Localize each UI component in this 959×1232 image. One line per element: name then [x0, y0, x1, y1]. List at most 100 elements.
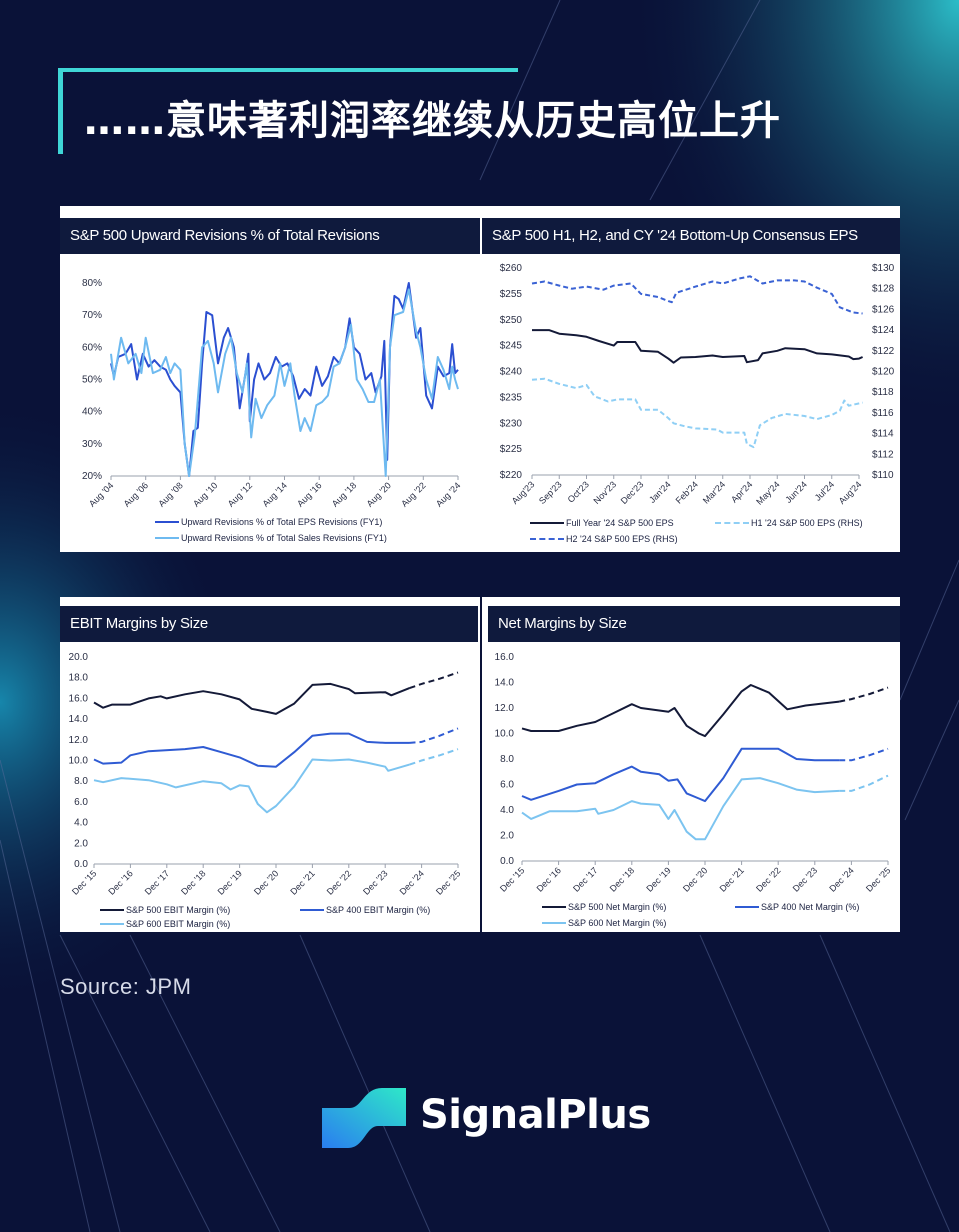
legend-item: S&P 500 EBIT Margin (%): [100, 905, 230, 915]
title-accent-bar: [58, 68, 63, 154]
chart-title: EBIT Margins by Size: [60, 606, 478, 642]
x-tick-label: Dec '23: [791, 865, 819, 893]
y-tick-label: 6.0: [74, 797, 88, 808]
x-tick-label: Dec '24: [398, 868, 426, 896]
x-tick-label: Jun'24: [783, 479, 809, 505]
y-right-tick-label: $124: [872, 325, 895, 336]
x-tick-label: Aug '24: [434, 480, 462, 508]
title-accent-line: [58, 68, 518, 72]
x-tick-label: Dec '19: [216, 868, 244, 896]
legend-swatch: [715, 522, 749, 524]
x-tick-label: Aug '20: [365, 480, 393, 508]
series-line-2: [93, 758, 410, 814]
series-line-0: [532, 329, 864, 364]
legend-label: H2 '24 S&P 500 EPS (RHS): [566, 534, 678, 544]
series-forecast-line-0: [409, 671, 459, 690]
series-forecast-line-1: [409, 727, 459, 744]
legend-swatch: [530, 522, 564, 524]
series-line-1: [110, 288, 459, 477]
y-tick-label: 20.0: [69, 652, 89, 663]
legend-item: H1 '24 S&P 500 EPS (RHS): [715, 518, 863, 528]
y-tick-label: 4.0: [500, 805, 514, 816]
y-right-tick-label: $128: [872, 284, 895, 295]
y-tick-label: $245: [500, 341, 523, 352]
x-tick-label: Aug '22: [399, 480, 427, 508]
y-tick-label: $240: [500, 367, 523, 378]
x-tick-label: Aug '06: [122, 480, 150, 508]
y-tick-label: 40%: [82, 407, 102, 418]
series-forecast-line-1: [839, 747, 889, 762]
x-tick-label: Aug'23: [510, 479, 537, 506]
x-tick-label: Aug'24: [837, 479, 864, 506]
x-tick-label: Aug '10: [191, 480, 219, 508]
y-tick-label: 16.0: [69, 693, 89, 704]
legend-swatch: [100, 909, 124, 911]
chart-panel-ebit-margins: 0.0 2.0 4.0 6.0 8.0 10.0 12.0 14.0 16.0 18.0 20.0 D…: [60, 597, 480, 932]
y-tick-label: $230: [500, 418, 523, 429]
y-right-tick-label: $114: [872, 429, 894, 440]
legend-item: H2 '24 S&P 500 EPS (RHS): [530, 534, 678, 544]
chart-upward-revisions: 20%30%40%50%60%70%80%Aug '04 Aug '06 Aug '…: [82, 278, 462, 509]
x-tick-label: Dec '17: [143, 868, 171, 896]
series-forecast-line-2: [409, 748, 459, 766]
series-line-2: [531, 275, 863, 315]
x-tick-label: Dec '15: [498, 865, 526, 893]
y-tick-label: 30%: [82, 439, 102, 450]
y-right-tick-label: $130: [872, 263, 895, 274]
chart-ebit-margins: 0.0 2.0 4.0 6.0 8.0 10.0 12.0 14.0 16.0 18.0 20.0 D…: [69, 652, 463, 897]
signalplus-logo-icon: [322, 1088, 406, 1148]
legend-label: S&P 400 EBIT Margin (%): [326, 905, 431, 915]
x-tick-label: May'24: [754, 479, 781, 506]
x-tick-label: Dec '24: [827, 865, 855, 893]
y-tick-label: 12.0: [495, 703, 515, 714]
legend-label: S&P 500 EBIT Margin (%): [126, 905, 231, 915]
series-line-0: [93, 682, 410, 715]
chart-title: S&P 500 Upward Revisions % of Total Revi…: [60, 218, 480, 254]
series-line-0: [521, 684, 840, 738]
x-tick-label: Dec '16: [535, 865, 563, 893]
series-line-0: [110, 282, 459, 477]
chart-panel-consensus-eps: $220 $225 $230 $235 $240 $245 $250 $255 $260 $110…: [480, 206, 900, 552]
y-tick-label: 2.0: [74, 838, 88, 849]
y-tick-label: $220: [500, 470, 523, 481]
source-note: Source: JPM: [60, 974, 192, 999]
legend-label: Upward Revisions % of Total EPS Revision…: [181, 517, 383, 527]
y-right-tick-label: $110: [872, 470, 894, 481]
legend-label: S&P 400 Net Margin (%): [761, 902, 860, 912]
y-tick-label: 70%: [82, 310, 102, 321]
x-tick-label: Sep'23: [537, 479, 564, 506]
series-forecast-line-0: [838, 686, 889, 703]
x-tick-label: Aug '14: [260, 480, 288, 508]
chart-title: Net Margins by Size: [488, 606, 900, 642]
y-tick-label: 10.0: [495, 729, 515, 740]
legend-label: H1 '24 S&P 500 EPS (RHS): [751, 518, 863, 528]
y-tick-label: 60%: [82, 342, 102, 353]
legend-item: S&P 400 Net Margin (%): [735, 902, 859, 912]
y-right-tick-label: $116: [872, 408, 894, 419]
legend-swatch: [155, 537, 179, 539]
x-tick-label: Apr'24: [729, 479, 754, 504]
legend-item: S&P 400 EBIT Margin (%): [300, 905, 430, 915]
y-tick-label: 0.0: [74, 859, 88, 870]
chart-panel-net-margins: 0.0 2.0 4.0 6.0 8.0 10.0 12.0 14.0 16.0 Dec '15 De…: [482, 597, 900, 932]
x-tick-label: Dec '21: [718, 865, 746, 893]
x-tick-label: Aug '16: [295, 480, 323, 508]
legend-item: Upward Revisions % of Total EPS Revision…: [155, 517, 382, 527]
legend-label: S&P 600 Net Margin (%): [568, 918, 667, 928]
series-forecast-line-2: [839, 774, 889, 792]
x-tick-label: Dec '22: [754, 865, 782, 893]
y-tick-label: 4.0: [74, 818, 88, 829]
x-tick-label: Dec '18: [179, 868, 207, 896]
legend-swatch: [155, 521, 179, 523]
y-tick-label: 6.0: [500, 780, 514, 791]
chart-consensus-eps: $220 $225 $230 $235 $240 $245 $250 $255 $260 $110…: [500, 263, 895, 507]
legend-swatch: [542, 922, 566, 924]
y-tick-label: 0.0: [500, 856, 514, 867]
y-tick-label: $225: [500, 444, 523, 455]
y-tick-label: 8.0: [74, 776, 88, 787]
x-tick-label: Dec '21: [288, 868, 316, 896]
y-tick-label: 2.0: [500, 831, 514, 842]
legend-label: S&P 600 EBIT Margin (%): [126, 919, 231, 929]
page-title: ……意味著利润率继续从历史高位上升: [84, 98, 781, 144]
y-tick-label: 80%: [82, 278, 102, 289]
